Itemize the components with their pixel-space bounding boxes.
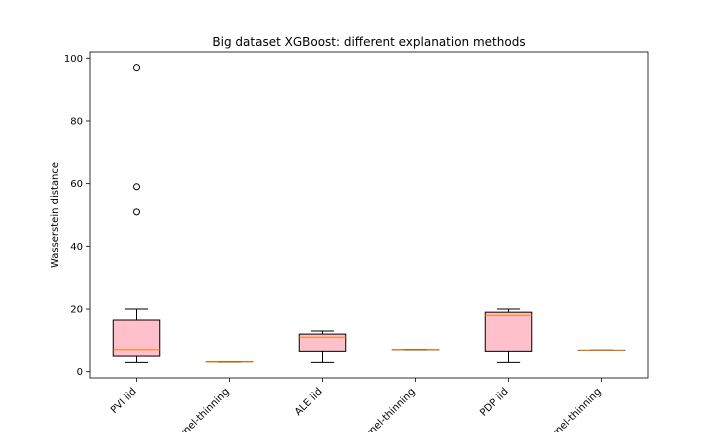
box-body [484, 311, 533, 352]
box-item [112, 64, 161, 363]
outlier-point [133, 208, 140, 216]
x-tick-label: PDP iid [478, 386, 510, 418]
x-tick-label: PVI kernel-thinning [157, 386, 232, 432]
y-tick-label: 80 [70, 116, 83, 127]
x-axis-ticks: PVI iid PVI kernel-thinning ALE iid ALE ker… [109, 378, 604, 432]
box-item [484, 308, 533, 363]
x-tick-label: PVI iid [109, 386, 139, 416]
chart-title: Big dataset XGBoost: different explanati… [212, 35, 525, 49]
outlier-point [133, 64, 140, 72]
box-body [112, 319, 161, 357]
y-tick-label: 60 [70, 179, 83, 190]
outlier-point [133, 183, 140, 191]
x-tick-label: PDP kernel-thinning [526, 386, 603, 432]
plot-area-frame [89, 51, 649, 379]
y-axis-label: Wasserstein distance [50, 162, 61, 268]
x-tick-label: ALE iid [293, 386, 325, 418]
box-item [298, 330, 347, 363]
y-axis-ticks: 0 20 40 60 80 100 [64, 54, 90, 378]
y-tick-label: 20 [70, 305, 83, 316]
y-tick-label: 100 [64, 54, 83, 65]
x-tick-label: ALE kernel-thinning [341, 386, 418, 432]
boxes-group [112, 64, 626, 363]
box-body [298, 333, 347, 352]
y-tick-label: 0 [77, 367, 83, 378]
y-tick-label: 40 [70, 242, 83, 253]
